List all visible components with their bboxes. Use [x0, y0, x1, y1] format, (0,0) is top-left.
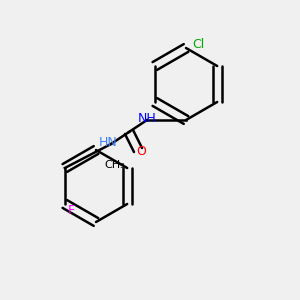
- Text: O: O: [136, 145, 146, 158]
- Text: F: F: [67, 203, 74, 217]
- Text: NH: NH: [138, 112, 156, 125]
- Text: Cl: Cl: [192, 38, 204, 52]
- Text: CH₃: CH₃: [105, 160, 126, 170]
- Text: HN: HN: [99, 136, 117, 149]
